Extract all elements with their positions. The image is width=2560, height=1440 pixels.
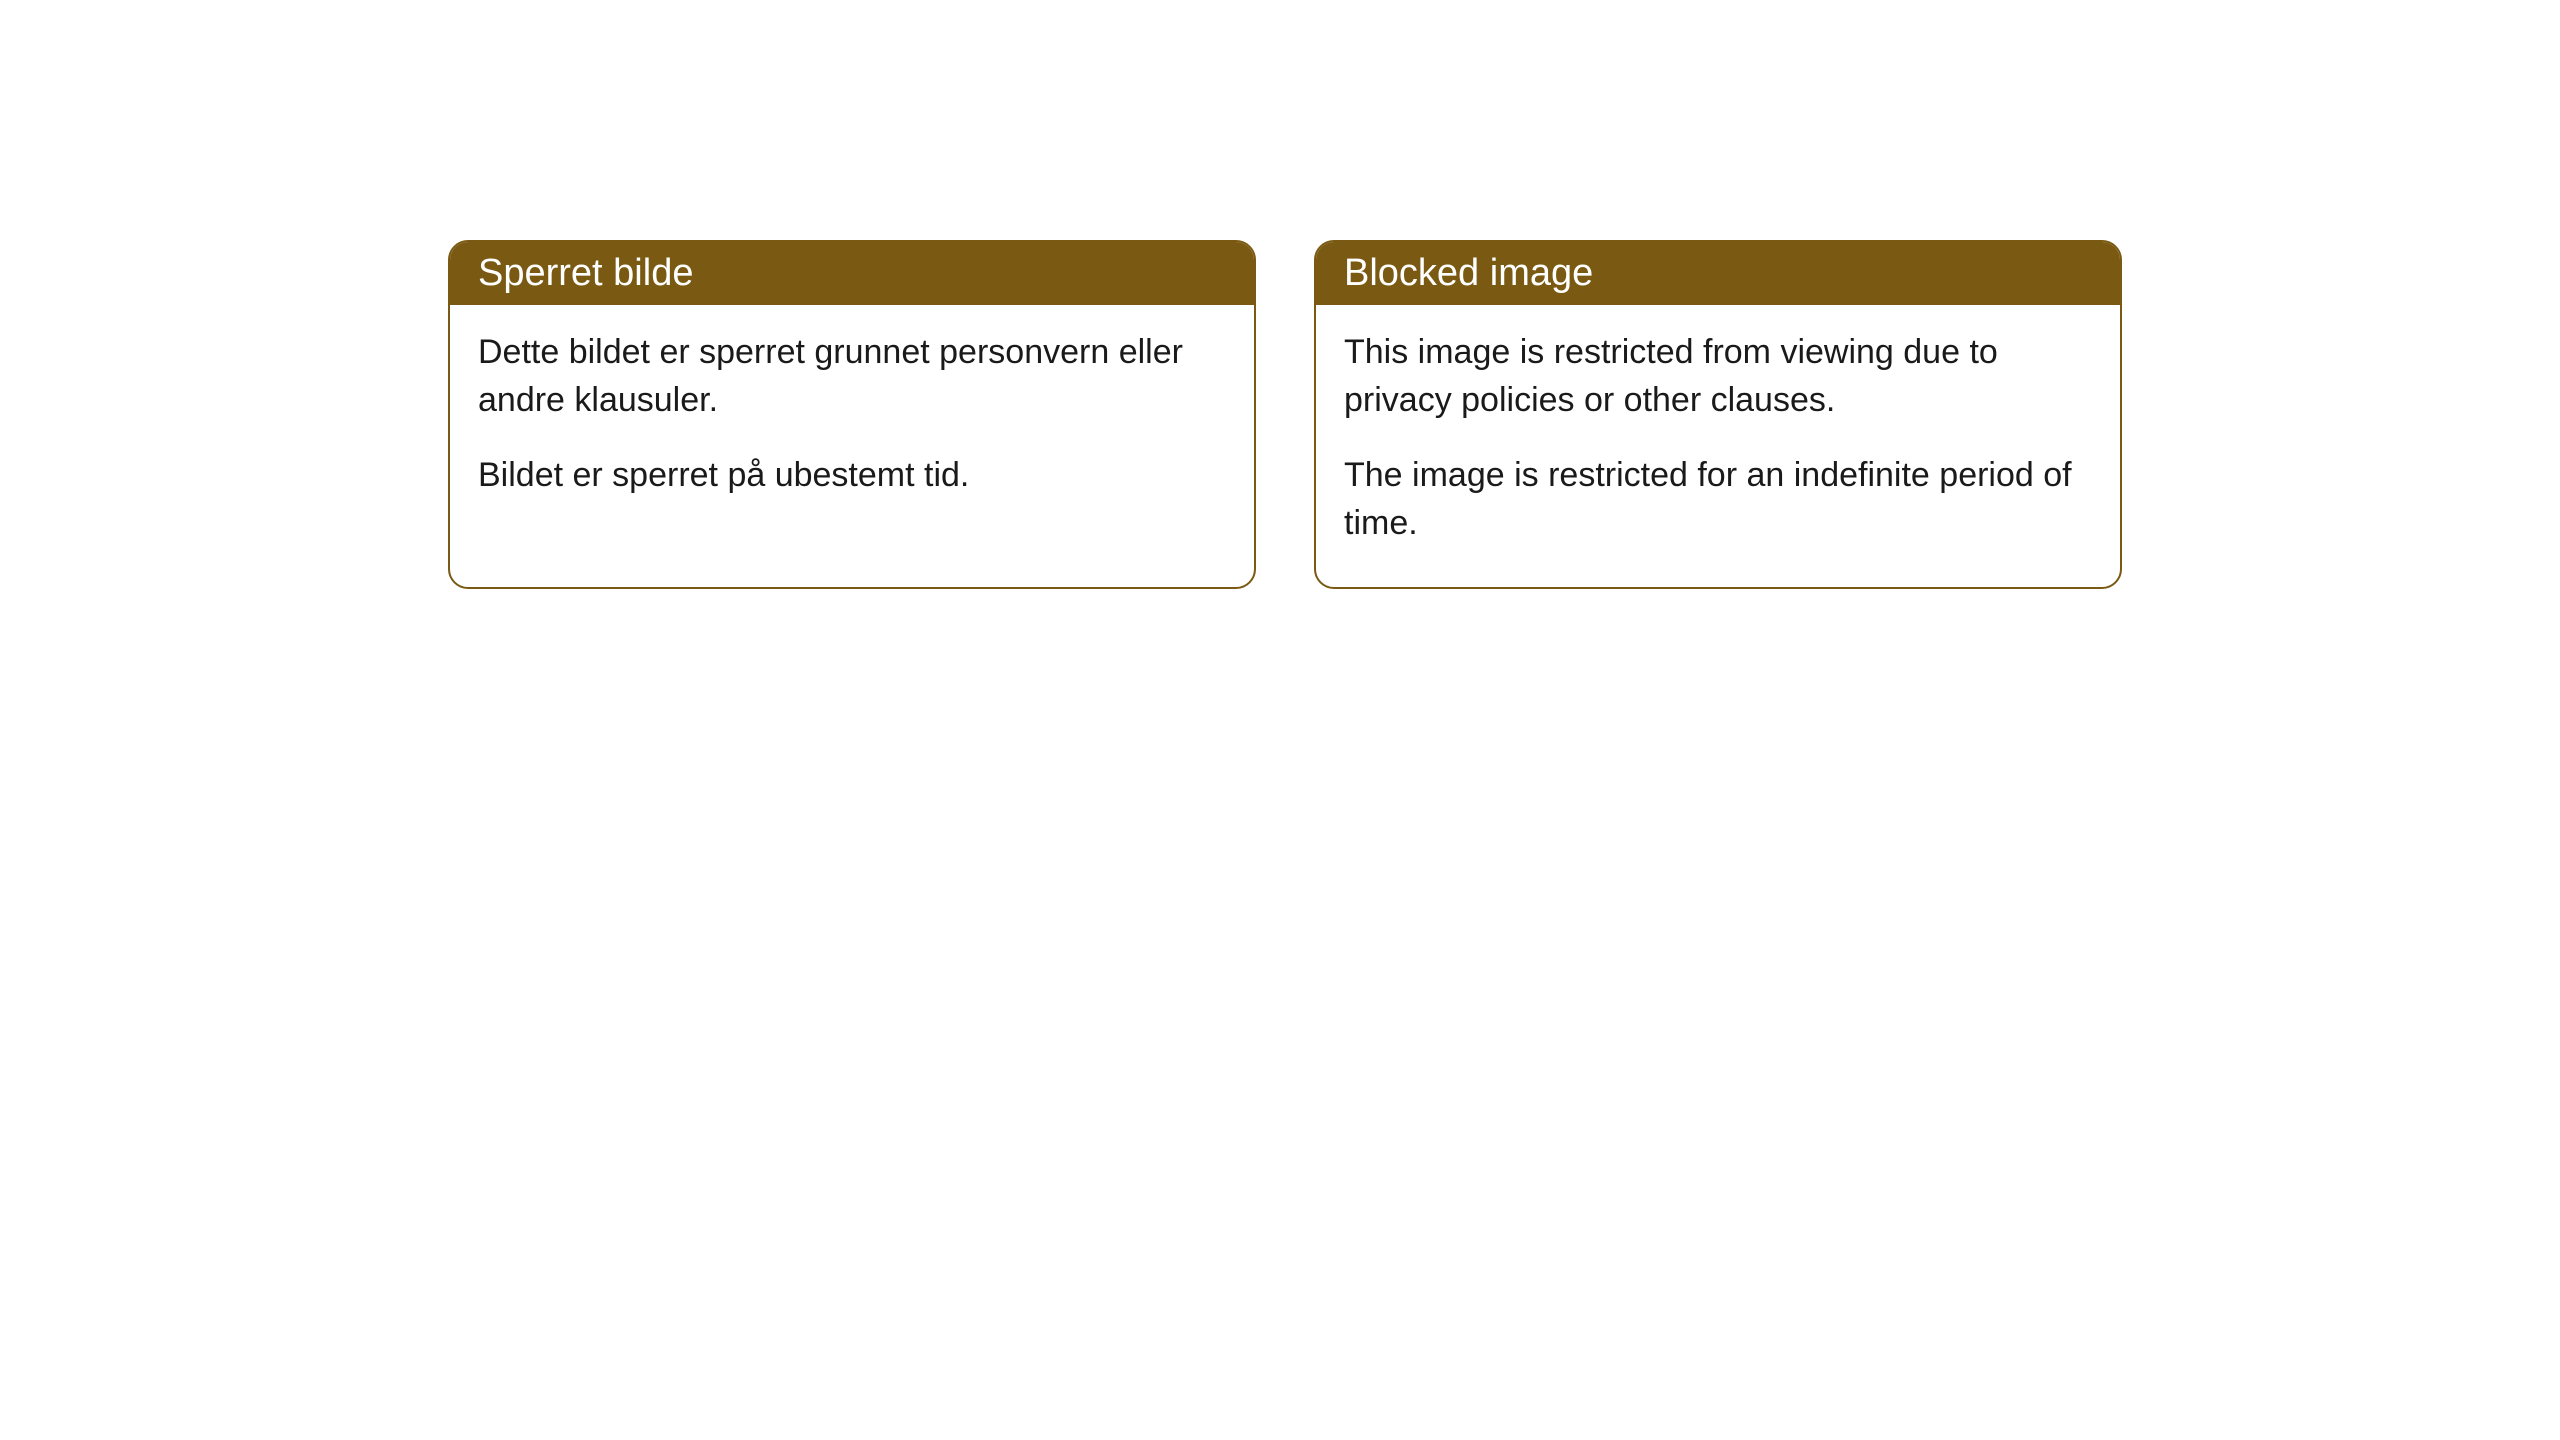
- card-body-norwegian: Dette bildet er sperret grunnet personve…: [450, 305, 1254, 540]
- notice-cards-container: Sperret bilde Dette bildet er sperret gr…: [448, 240, 2122, 589]
- card-text-line1: Dette bildet er sperret grunnet personve…: [478, 329, 1226, 424]
- card-title: Blocked image: [1344, 252, 1593, 294]
- card-title: Sperret bilde: [478, 252, 693, 294]
- card-body-english: This image is restricted from viewing du…: [1316, 305, 2120, 587]
- blocked-image-card-english: Blocked image This image is restricted f…: [1314, 240, 2122, 589]
- blocked-image-card-norwegian: Sperret bilde Dette bildet er sperret gr…: [448, 240, 1256, 589]
- card-header-norwegian: Sperret bilde: [450, 242, 1254, 305]
- card-text-line2: Bildet er sperret på ubestemt tid.: [478, 452, 1226, 500]
- card-text-line2: The image is restricted for an indefinit…: [1344, 452, 2092, 547]
- card-text-line1: This image is restricted from viewing du…: [1344, 329, 2092, 424]
- card-header-english: Blocked image: [1316, 242, 2120, 305]
